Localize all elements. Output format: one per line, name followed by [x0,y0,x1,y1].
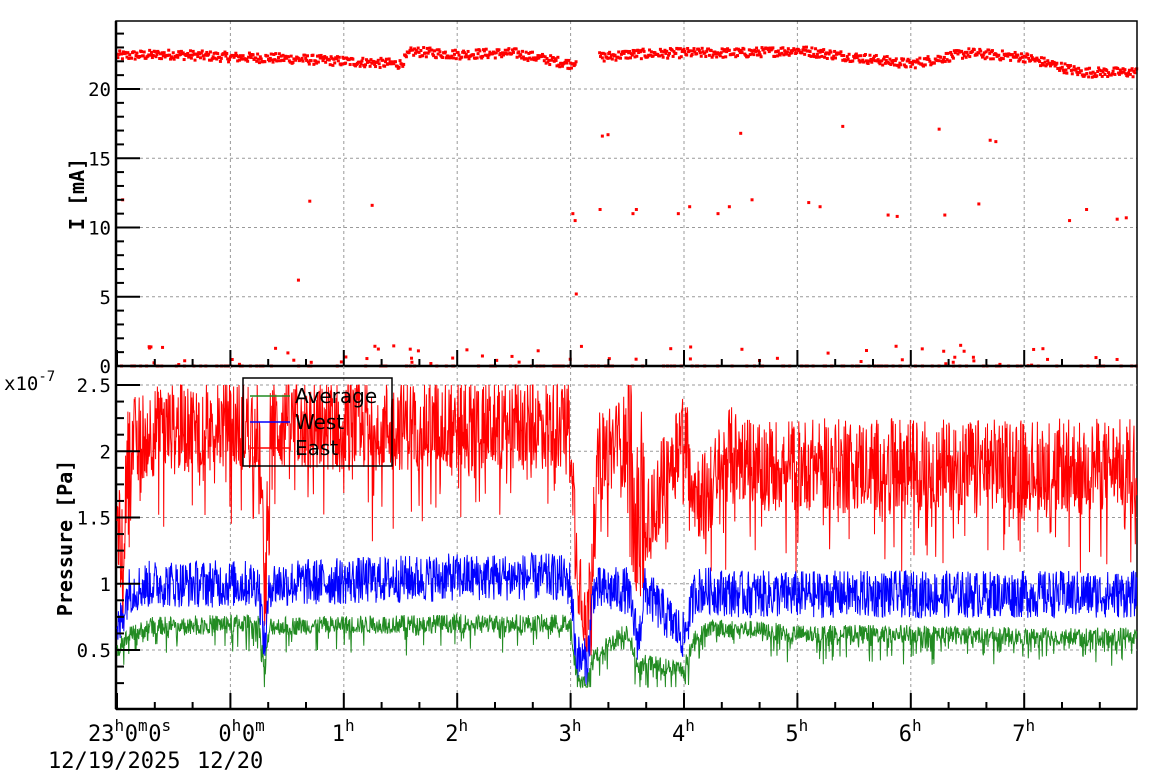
x-tick-label: 5h [785,716,808,747]
west-pressure-line [116,551,1138,686]
average-pressure-line [116,612,1138,689]
legend-label-west: West [295,410,344,434]
pressure-axis-title: Pressure [Pa] [53,460,77,617]
legend-item-west: West [250,410,344,434]
x-tick-label: 23h 0m 0s [88,716,171,747]
east-pressure-line [116,383,1138,656]
y-tick-label: 1.5 [77,508,111,530]
x-tick-label: 3h [559,716,582,747]
current-scatter-series [115,45,1139,368]
y-tick-label: 20 [88,79,111,101]
current-axis-title: I [mA] [65,158,89,230]
y-tick-label: 1 [100,574,111,596]
y-tick-label: 2 [100,441,111,463]
x-tick-label: 6h [899,716,922,747]
legend-item-average: Average [250,384,377,408]
top-grid [116,21,1137,366]
date-label-start: 12/19/2025 [48,749,180,774]
legend: Average West East [242,377,393,467]
exponent-label: x10-7 [4,369,55,395]
bottom-axes: 0.5 1 1.5 2 2.5 [77,350,1137,711]
y-tick-label: 2.5 [77,375,111,397]
x-tick-label: 4h [672,716,695,747]
y-tick-label: 15 [88,148,111,170]
y-tick-label: 0 [100,356,111,378]
y-tick-label: 10 [88,218,111,240]
current-panel: 0 5 10 15 20 I [mA] [65,20,1139,710]
pressure-panel: 0.5 1 1.5 2 2.5 Pressure [Pa] x10-7 Average … [4,350,1138,711]
date-label-next: 12/20 [197,749,263,774]
pressure-line-series [116,383,1138,689]
time-axis-labels: 23h 0m 0s 0h 0m 1h 2h 3h 4h 5h 6h 7h [88,716,1035,747]
x-tick-label: 0h 0m [218,716,264,747]
y-tick-label: 5 [100,287,111,309]
y-tick-label: 0.5 [77,640,111,662]
legend-item-east: East [250,436,338,460]
x-tick-label: 1h [332,716,355,747]
x-tick-label: 7h [1012,716,1035,747]
top-axes: 0 5 10 15 20 [88,20,1138,710]
legend-label-east: East [295,436,338,460]
x-tick-label: 2h [445,716,468,747]
legend-label-average: Average [295,384,377,408]
legend-box [242,377,393,467]
